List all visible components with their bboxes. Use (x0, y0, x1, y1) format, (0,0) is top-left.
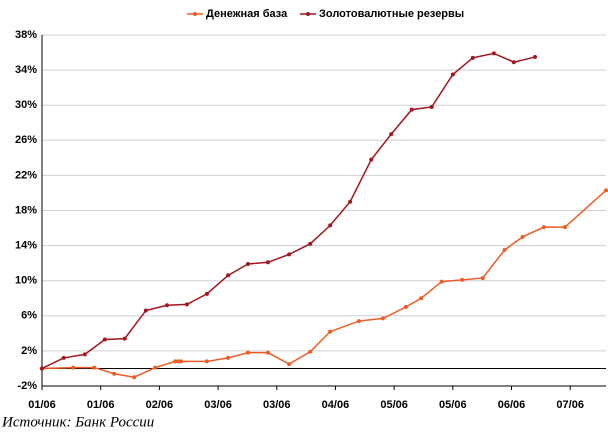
point (480, 276, 485, 281)
y-tick-label: 18% (15, 204, 37, 216)
legend-label: Золотовалютные резервы (319, 8, 464, 20)
point (328, 329, 333, 334)
point (71, 365, 76, 370)
point (204, 359, 209, 364)
point (389, 132, 394, 137)
legend-marker (193, 12, 197, 16)
y-tick-label: -2% (17, 380, 37, 392)
x-tick-label: 06/06 (498, 399, 526, 411)
point (491, 51, 496, 56)
point (122, 336, 127, 341)
point (308, 241, 313, 246)
point (439, 279, 444, 284)
y-tick-label: 22% (15, 169, 37, 181)
point (328, 223, 333, 228)
point (143, 308, 148, 313)
x-tick-label: 07/06 (556, 399, 584, 411)
x-tick-label: 01/06 (87, 399, 115, 411)
x-tick-label: 03/06 (204, 399, 232, 411)
point (287, 252, 292, 257)
y-tick-label: 26% (15, 134, 37, 146)
x-tick-label: 03/06 (263, 399, 291, 411)
point (511, 60, 516, 65)
point (265, 260, 270, 265)
x-tick-label: 02/06 (146, 399, 174, 411)
point (153, 365, 158, 370)
source-note: Источник: Банк России (1, 414, 154, 430)
point (184, 302, 189, 307)
point (356, 319, 361, 324)
point (369, 157, 374, 162)
point (419, 296, 424, 301)
y-tick-label: 14% (15, 240, 37, 252)
point (82, 352, 87, 357)
legend-label: Денежная база (206, 8, 288, 20)
point (380, 316, 385, 321)
x-tick-label: 04/06 (322, 399, 350, 411)
point (173, 359, 178, 364)
x-tick-label: 01/06 (28, 399, 56, 411)
x-tick-label: 05/06 (439, 399, 467, 411)
x-tick-label: 05/06 (380, 399, 408, 411)
y-tick-label: 34% (15, 64, 37, 76)
point (265, 350, 270, 355)
point (502, 247, 507, 252)
point (541, 225, 546, 230)
point (532, 54, 537, 59)
point (287, 362, 292, 367)
point (176, 359, 181, 364)
point (450, 72, 455, 77)
y-tick-label: 30% (15, 99, 37, 111)
point (604, 188, 608, 193)
y-tick-label: 2% (21, 345, 37, 357)
point (165, 303, 170, 308)
y-tick-label: 38% (15, 29, 37, 41)
point (348, 199, 353, 204)
point (403, 305, 408, 310)
point (40, 366, 44, 371)
point (204, 291, 209, 296)
point (92, 365, 97, 370)
point (520, 234, 525, 239)
point (102, 337, 107, 342)
point (112, 371, 117, 376)
y-tick-label: 10% (15, 275, 37, 287)
point (226, 355, 231, 360)
point (179, 359, 184, 364)
point (562, 225, 567, 230)
point (245, 262, 250, 267)
point (429, 104, 434, 109)
point (245, 350, 250, 355)
point (132, 375, 137, 380)
legend-marker (306, 12, 310, 16)
point (470, 55, 475, 60)
point (409, 107, 414, 112)
point (460, 277, 465, 282)
series-line (41, 189, 607, 379)
y-tick-label: 6% (21, 310, 37, 322)
point (226, 273, 231, 278)
point (61, 355, 66, 360)
point (308, 349, 313, 354)
